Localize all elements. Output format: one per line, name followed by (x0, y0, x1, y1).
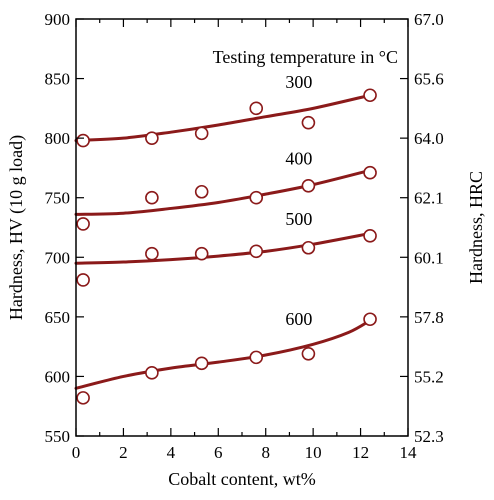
y-tick-label: 550 (45, 427, 71, 446)
y-tick-label: 700 (45, 248, 71, 267)
y2-axis-label: Hardness, HRC (466, 171, 486, 284)
y2-tick-label: 55.2 (414, 367, 444, 386)
series-label: 400 (285, 148, 312, 168)
y2-tick-label: 62.1 (414, 189, 444, 208)
x-tick-label: 2 (119, 443, 128, 462)
y2-tick-label: 64.0 (414, 129, 444, 148)
data-point (301, 115, 316, 130)
data-point (301, 179, 316, 193)
y-tick-label: 600 (45, 367, 71, 386)
data-point (194, 184, 209, 199)
y-tick-label: 650 (45, 308, 71, 327)
data-point (301, 240, 316, 255)
y-axis-label: Hardness, HV (10 g load) (6, 135, 27, 320)
series-300: 300 (74, 72, 377, 148)
x-axis-label: Cobalt content, wt% (168, 469, 315, 489)
x-tick-label: 6 (214, 443, 223, 462)
data-point (76, 133, 90, 148)
data-point (249, 190, 264, 205)
data-point (194, 126, 209, 141)
series-line-600 (74, 318, 372, 390)
series-line-400 (74, 168, 372, 216)
data-point (363, 165, 377, 180)
data-point (194, 246, 209, 261)
data-point (249, 350, 264, 365)
data-point (301, 346, 316, 361)
x-tick-label: 12 (352, 443, 369, 462)
series-line-300 (74, 93, 372, 143)
y2-tick-label: 60.1 (414, 248, 444, 267)
data-point (363, 312, 377, 327)
y2-tick-label: 67.0 (414, 10, 444, 29)
x-tick-label: 0 (72, 443, 81, 462)
plot-frame (75, 18, 409, 437)
y-tick-label: 850 (45, 70, 71, 89)
data-point (145, 131, 159, 145)
x-tick-label: 4 (167, 443, 176, 462)
data-point (249, 101, 264, 116)
data-point (76, 273, 90, 287)
y-tick-label: 800 (45, 129, 71, 148)
series-line-500 (74, 231, 372, 265)
series-label: 300 (285, 72, 312, 92)
data-point (194, 356, 209, 371)
x-tick-label: 10 (305, 443, 322, 462)
y2-tick-label: 65.6 (414, 70, 444, 89)
series-400: 400 (74, 148, 377, 231)
plot-layer: 300 400 500 600 (74, 72, 377, 405)
data-point (145, 190, 159, 205)
data-point (363, 229, 377, 243)
y-tick-label: 750 (45, 189, 71, 208)
testing-temperature-annotation: Testing temperature in °C (213, 47, 398, 67)
y-tick-label: 900 (45, 10, 71, 29)
data-point (76, 391, 90, 405)
series-label: 500 (285, 209, 312, 229)
x-tick-label: 14 (400, 443, 418, 462)
y2-tick-label: 52.3 (414, 427, 444, 446)
data-point (145, 246, 159, 261)
data-point (249, 244, 264, 259)
data-point (363, 88, 377, 103)
series-600: 600 (74, 309, 377, 405)
series-label: 600 (285, 309, 312, 329)
x-tick-label: 8 (261, 443, 270, 462)
y2-tick-label: 57.8 (414, 308, 444, 327)
ticks-layer: 0 2 4 6 8 10 12 14 550 600 650 700 750 800 850 900 52.3 5… (45, 10, 444, 462)
series-500: 500 (74, 209, 377, 287)
data-point (145, 366, 159, 380)
data-point (76, 217, 90, 231)
